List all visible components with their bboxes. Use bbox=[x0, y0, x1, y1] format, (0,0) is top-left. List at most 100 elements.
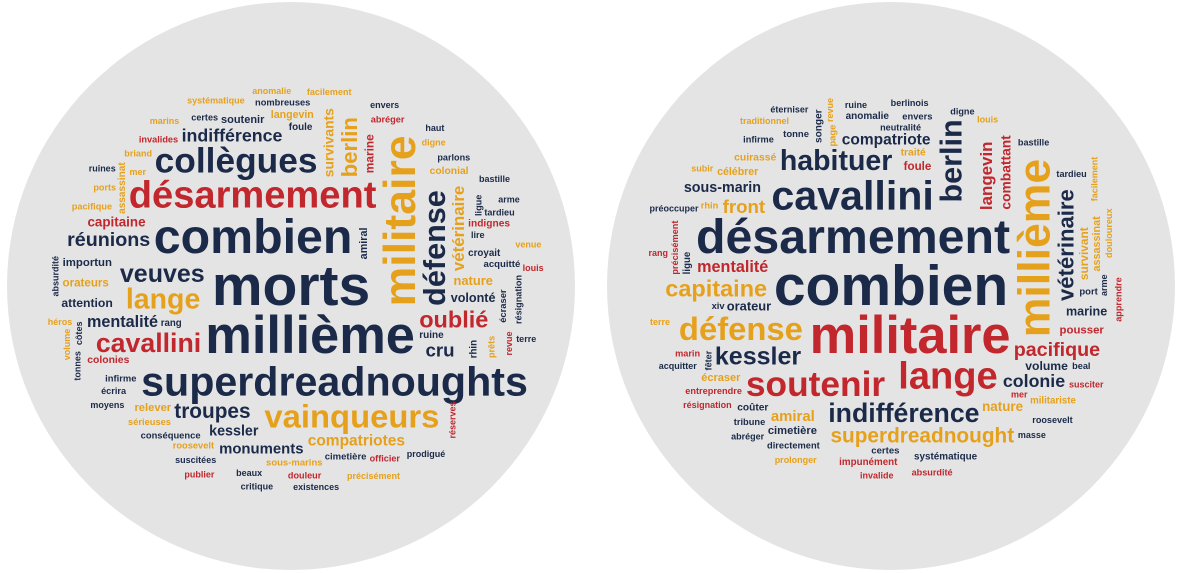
word: facilement bbox=[307, 87, 352, 97]
word: coûter bbox=[737, 402, 768, 413]
word: digne bbox=[950, 106, 974, 116]
word: morts bbox=[212, 254, 370, 318]
word: louis bbox=[977, 114, 998, 124]
word: soutenir bbox=[746, 365, 886, 404]
word: préoccuper bbox=[649, 204, 699, 214]
word: lire bbox=[471, 230, 485, 240]
word: arme bbox=[498, 195, 520, 205]
word: beal bbox=[1072, 361, 1090, 371]
word: relever bbox=[134, 402, 171, 414]
word: précisément bbox=[347, 471, 400, 481]
word: haut bbox=[425, 123, 444, 133]
word: bastille bbox=[1018, 138, 1049, 148]
word: bastille bbox=[479, 174, 510, 184]
word: terre bbox=[650, 317, 670, 327]
word: absurdité bbox=[51, 256, 61, 297]
word: marine bbox=[363, 134, 377, 173]
word: anomalie bbox=[252, 86, 291, 96]
word: douloureux bbox=[1104, 208, 1114, 258]
word: éterniser bbox=[770, 105, 809, 115]
word: oublié bbox=[419, 306, 488, 332]
word: apprendre bbox=[1114, 277, 1124, 321]
word: célébrer bbox=[717, 166, 758, 178]
word: vétérinaire bbox=[1053, 189, 1078, 301]
word: existences bbox=[293, 482, 339, 492]
word: front bbox=[723, 196, 766, 217]
word: héros bbox=[48, 317, 73, 327]
word: publier bbox=[184, 470, 214, 480]
word: absurdité bbox=[912, 467, 953, 477]
word: langevin bbox=[271, 109, 314, 121]
word: nature bbox=[982, 399, 1023, 414]
word: berlin bbox=[337, 117, 362, 177]
word: réunions bbox=[67, 229, 150, 251]
word: critique bbox=[241, 482, 274, 492]
word: moyens bbox=[90, 400, 124, 410]
word: terre bbox=[516, 334, 536, 344]
word: ruine bbox=[845, 100, 867, 110]
word: berlin bbox=[934, 119, 968, 202]
word: réserves bbox=[448, 401, 458, 438]
word: combien bbox=[154, 210, 353, 264]
word: collègues bbox=[155, 141, 318, 180]
word: acquitté bbox=[484, 259, 521, 270]
word: foule bbox=[289, 122, 313, 133]
word: importun bbox=[63, 257, 112, 269]
word: rang bbox=[161, 318, 182, 329]
word: sous-marin bbox=[684, 180, 761, 196]
word: neutralité bbox=[880, 123, 921, 133]
word: invalides bbox=[139, 135, 178, 145]
word: militaire bbox=[376, 135, 425, 306]
word: vétérinaire bbox=[449, 186, 468, 271]
word: ruines bbox=[89, 163, 116, 173]
word: militaire bbox=[810, 307, 1011, 365]
word: fêter bbox=[703, 350, 713, 370]
word: foule bbox=[904, 160, 932, 173]
word: indifférence bbox=[828, 398, 979, 428]
word: colonie bbox=[1003, 371, 1065, 391]
word: invalide bbox=[860, 471, 894, 481]
word: certes bbox=[191, 113, 218, 123]
word: mer bbox=[1011, 389, 1028, 399]
word: revue bbox=[825, 98, 835, 122]
word: habituer bbox=[780, 145, 892, 177]
word: nombreuses bbox=[255, 98, 310, 108]
word: mentalité bbox=[697, 258, 768, 276]
word: conséquence bbox=[141, 429, 201, 440]
word: kessler bbox=[715, 342, 801, 370]
word: masse bbox=[1018, 430, 1046, 440]
word: colonial bbox=[430, 166, 469, 177]
word: indignes bbox=[468, 219, 510, 230]
word: volume bbox=[62, 329, 72, 361]
word: compatriotes bbox=[308, 433, 405, 450]
cloud-background bbox=[7, 2, 575, 570]
word: combien bbox=[774, 254, 1008, 318]
word: prolonger bbox=[775, 455, 817, 465]
word: volume bbox=[1025, 359, 1068, 373]
word: militariste bbox=[1030, 396, 1076, 407]
word: marin bbox=[675, 349, 700, 359]
word: port bbox=[1079, 287, 1098, 298]
word: superdreadnought bbox=[830, 424, 1014, 447]
word: digne bbox=[422, 138, 446, 148]
word: songer bbox=[813, 109, 824, 143]
word: tardieu bbox=[1056, 169, 1086, 179]
word: ligue bbox=[473, 195, 483, 216]
word: roosevelt bbox=[173, 440, 214, 450]
word: amiral bbox=[771, 409, 815, 425]
word: envers bbox=[370, 100, 399, 110]
word: berlinois bbox=[891, 98, 929, 108]
word: kessler bbox=[209, 424, 259, 440]
word: briand bbox=[124, 149, 152, 159]
word: traité bbox=[901, 148, 926, 159]
word: survivant bbox=[1077, 227, 1091, 280]
word: indifférence bbox=[182, 126, 283, 146]
word: sérieuses bbox=[128, 417, 171, 427]
word: orateur bbox=[727, 299, 771, 314]
word: revue bbox=[504, 331, 514, 355]
word: superdreadnoughts bbox=[141, 359, 528, 405]
word: marine bbox=[1066, 305, 1107, 319]
word: cimetière bbox=[325, 452, 367, 463]
word: résignation bbox=[683, 400, 732, 410]
word: ports bbox=[93, 183, 116, 193]
